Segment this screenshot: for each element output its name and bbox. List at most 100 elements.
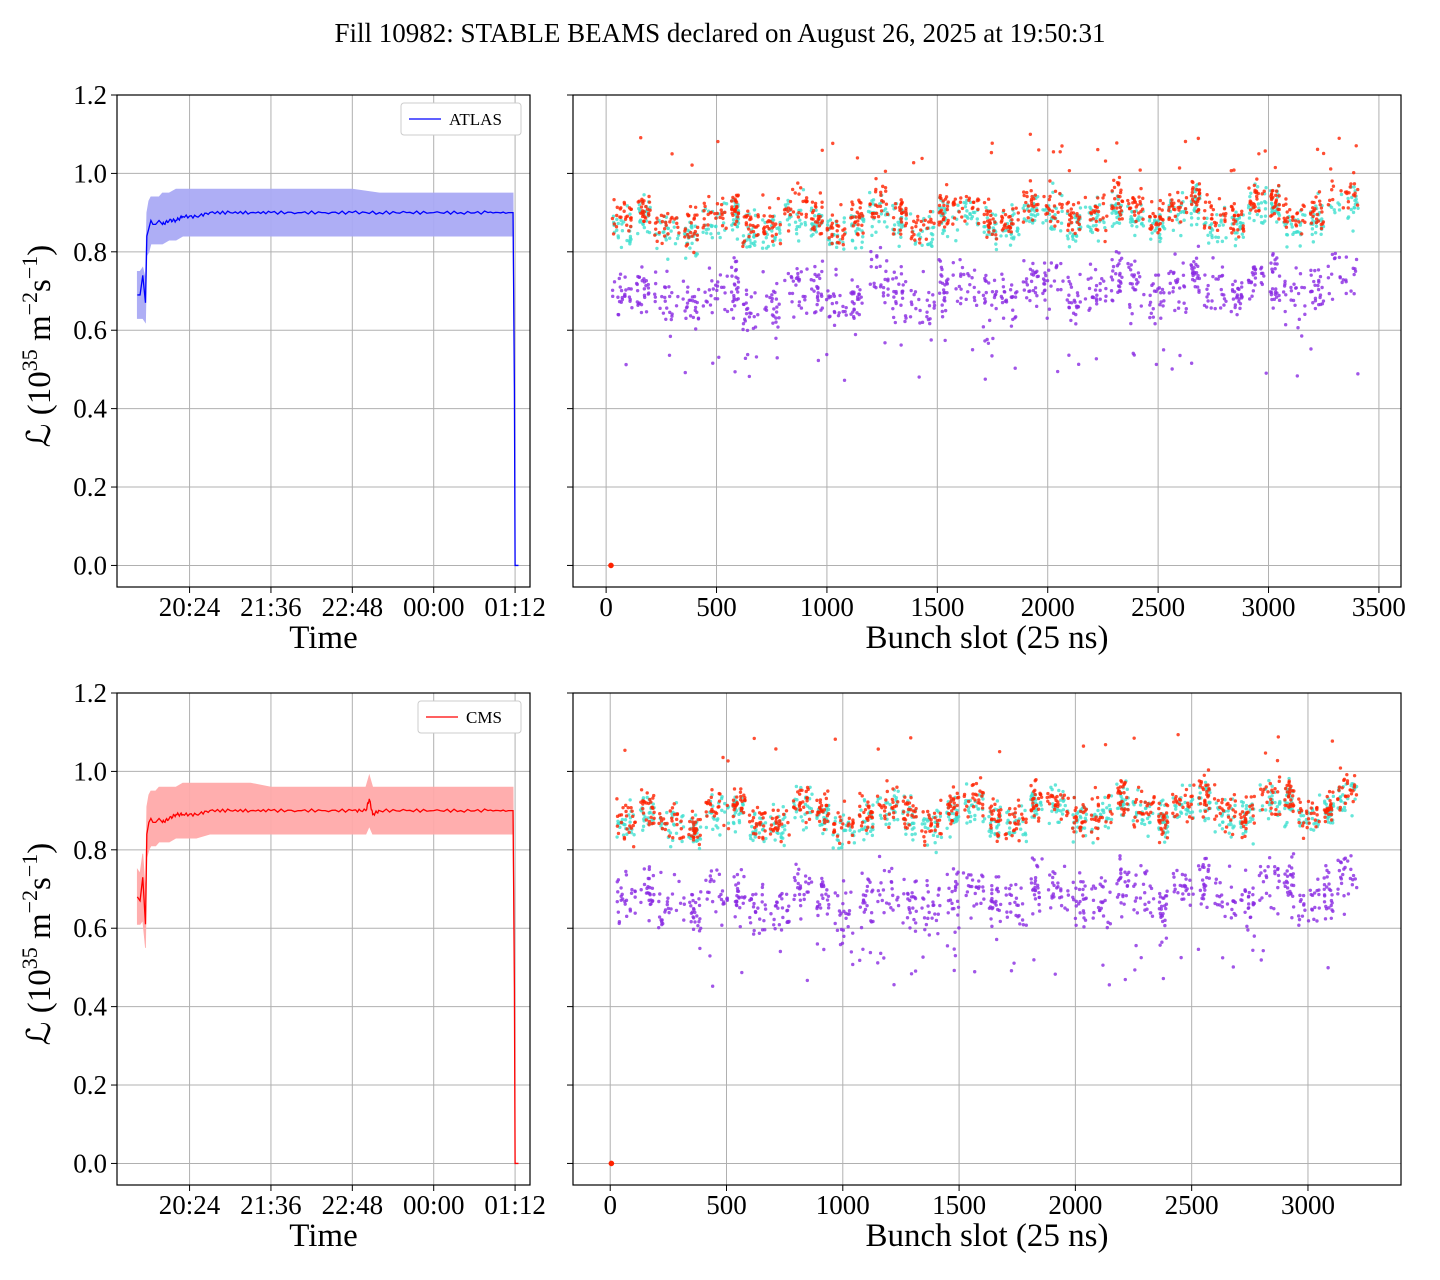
bunch-point: [1115, 806, 1120, 811]
bunch-point: [763, 928, 767, 932]
bunch-point: [695, 238, 700, 242]
bunch-point: [930, 232, 935, 237]
bunch-point: [1066, 200, 1071, 205]
bunch-point: [1053, 224, 1057, 228]
bunch-point: [721, 755, 725, 760]
bunch-point: [856, 223, 860, 227]
bunch-point: [615, 899, 619, 904]
bunch-point: [649, 815, 653, 819]
bunch-point: [798, 807, 803, 812]
bunch-point: [982, 897, 986, 901]
bunch-point: [856, 233, 860, 237]
bunch-point: [619, 894, 623, 898]
bunch-point: [1324, 904, 1328, 909]
x-tick-label: 3000: [1281, 1190, 1335, 1220]
bunch-point: [726, 826, 731, 831]
bunch-point: [799, 270, 804, 274]
bunch-point: [835, 234, 840, 239]
bunch-point: [1142, 292, 1146, 297]
bunch-point: [1083, 918, 1088, 922]
bunch-point: [785, 218, 790, 222]
bunch-point: [699, 926, 703, 930]
bunch-point: [1026, 204, 1031, 208]
bunch-point: [657, 915, 662, 919]
bunch-point: [709, 869, 714, 873]
bunch-point: [644, 891, 649, 895]
bunch-point: [633, 820, 637, 825]
bunch-point: [694, 826, 698, 831]
bunch-point: [914, 221, 918, 225]
bunch-point: [1176, 190, 1180, 195]
bunch-point: [1106, 920, 1110, 925]
bunch-point: [852, 316, 856, 321]
bunch-point: [1202, 865, 1206, 870]
bunch-point: [1274, 287, 1278, 291]
bunch-point: [909, 895, 914, 899]
bunch-point: [678, 901, 683, 905]
bunch-point: [1033, 193, 1038, 197]
bunch-point: [869, 919, 873, 923]
bunch-point: [1073, 231, 1077, 236]
bunch-point: [1061, 789, 1065, 794]
bunch-point: [1276, 873, 1281, 878]
bunch-point: [1048, 179, 1052, 183]
bunch-point: [744, 311, 749, 316]
bunch-point: [798, 801, 803, 806]
bunch-point: [1318, 274, 1323, 279]
bunch-point: [619, 288, 624, 293]
bunch-point: [986, 210, 991, 214]
bunch-point: [780, 822, 784, 826]
bunch-point: [1317, 888, 1321, 892]
bunch-point: [682, 918, 686, 922]
bunch-point: [617, 921, 621, 926]
bunch-point: [1204, 856, 1208, 861]
bunch-point: [1301, 813, 1306, 818]
bunch-point: [810, 200, 815, 204]
bunch-point: [1278, 799, 1282, 804]
bunch-point: [924, 237, 929, 241]
bunch-point: [705, 300, 709, 304]
bunch-point: [1028, 289, 1032, 293]
bunch-point: [987, 230, 991, 234]
bunch-point: [1024, 277, 1029, 281]
bunch-point: [1077, 227, 1082, 232]
bunch-point: [952, 947, 956, 951]
bunch-point: [1182, 218, 1186, 222]
bunch-point: [798, 884, 803, 888]
bunch-point: [1222, 206, 1227, 211]
bunch-point: [722, 201, 726, 205]
bunch-point: [1123, 870, 1127, 874]
bunch-point: [744, 307, 749, 312]
bunch-point: [757, 835, 761, 840]
bunch-point: [1300, 334, 1304, 338]
bunch-point: [1069, 301, 1074, 305]
bunch-point: [1233, 219, 1238, 223]
bunch-point: [832, 323, 837, 328]
bunch-point: [905, 916, 910, 920]
bunch-point: [1298, 223, 1303, 227]
bunch-point: [822, 947, 826, 952]
bunch-point: [1086, 277, 1090, 281]
bunch-point: [903, 224, 908, 228]
bunch-point: [663, 910, 667, 914]
bunch-point: [1198, 888, 1203, 893]
bunch-point: [753, 910, 758, 915]
bunch-point: [1178, 286, 1182, 290]
bunch-point: [1103, 239, 1107, 244]
bunch-point: [913, 921, 918, 925]
bunch-point: [1232, 214, 1237, 218]
bunch-point: [819, 808, 823, 812]
bunch-point: [1156, 231, 1160, 235]
bunch-point: [653, 233, 657, 237]
bunch-point: [627, 830, 631, 834]
bunch-point: [842, 232, 847, 236]
bunch-point: [774, 297, 779, 301]
bunch-point: [1104, 228, 1108, 233]
bunch-point: [1009, 295, 1014, 299]
bunch-point: [852, 307, 856, 311]
bunch-point: [704, 231, 709, 235]
bunch-point: [1011, 237, 1016, 241]
x-tick-label: 3000: [1242, 592, 1296, 622]
bunch-point: [1205, 287, 1209, 291]
bunch-point: [1203, 888, 1207, 892]
